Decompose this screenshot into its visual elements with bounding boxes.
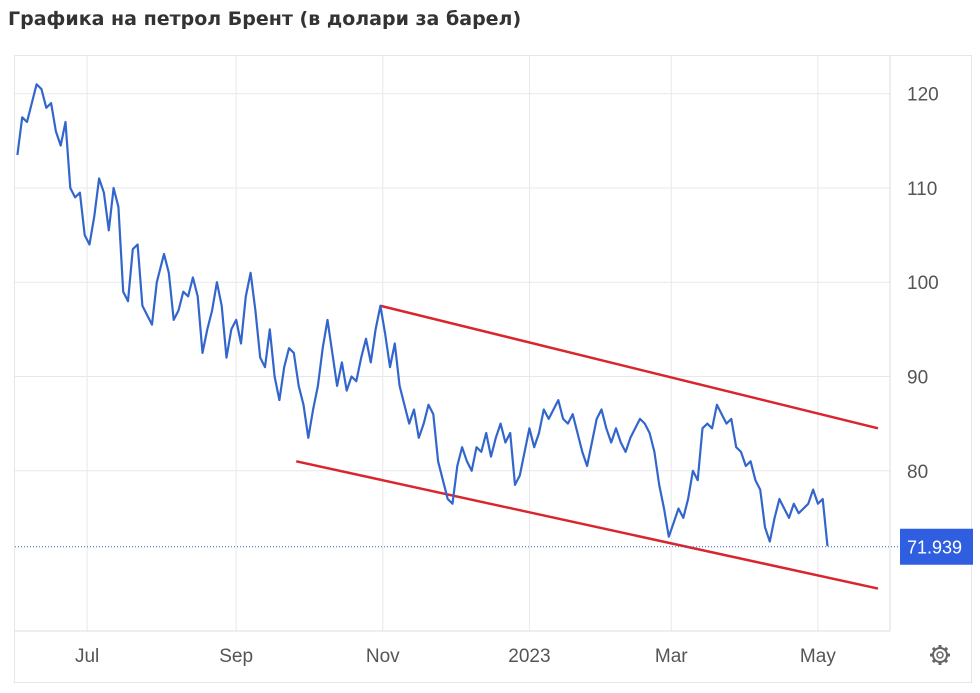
x-tick-label: Sep: [219, 646, 253, 667]
current-price-badge: 71.939: [900, 528, 973, 565]
y-tick-label: 110: [907, 179, 937, 200]
price-chart[interactable]: 80 90 100 110 120 Jul Sep Nov 2023 Mar May 71.939: [15, 56, 973, 684]
x-tick-label: Jul: [75, 646, 99, 667]
y-tick-label: 90: [907, 367, 928, 388]
gear-icon[interactable]: [930, 645, 950, 665]
x-tick-label: 2023: [508, 646, 550, 667]
current-price-label: 71.939: [907, 538, 962, 558]
channel-line-lower: [295, 460, 879, 590]
price-series[interactable]: [16, 83, 829, 547]
y-tick-label: 100: [907, 273, 939, 294]
x-tick-label: Mar: [655, 646, 688, 667]
y-axis: 80 90 100 110 120: [907, 85, 939, 483]
y-tick-label: 80: [907, 462, 928, 483]
y-tick-label: 120: [907, 85, 939, 106]
chart-area[interactable]: 80 90 100 110 120 Jul Sep Nov 2023 Mar May 71.939: [14, 55, 973, 684]
chart-title: Графика на петрол Брент (в долари за бар…: [8, 8, 522, 30]
series-line[interactable]: [16, 83, 829, 547]
gear-icon-hub: [936, 651, 944, 659]
grid-lines: [15, 56, 891, 632]
channel-line-upper: [380, 304, 879, 430]
current-price-badge-bg: [900, 528, 973, 565]
x-axis: Jul Sep Nov 2023 Mar May: [75, 646, 836, 667]
x-tick-label: Nov: [366, 646, 400, 667]
trend-channel: [15, 304, 900, 590]
gear-icon-ring: [932, 647, 948, 663]
x-tick-label: May: [800, 646, 836, 667]
